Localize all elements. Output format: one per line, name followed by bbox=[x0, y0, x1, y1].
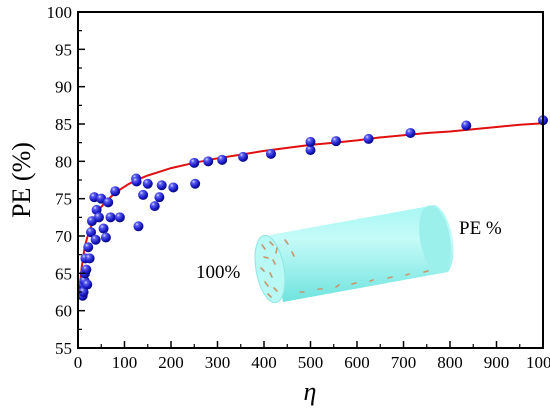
data-point bbox=[98, 223, 109, 234]
x-tick-label: 800 bbox=[437, 353, 463, 372]
y-tick-label: 100 bbox=[47, 3, 73, 22]
data-point bbox=[168, 182, 179, 193]
data-point bbox=[203, 156, 214, 167]
data-point bbox=[83, 242, 94, 253]
y-tick-label: 95 bbox=[55, 40, 72, 59]
inset-label-right: PE % bbox=[459, 218, 502, 239]
x-tick-label: 200 bbox=[158, 353, 184, 372]
data-point bbox=[217, 154, 228, 165]
data-point bbox=[105, 212, 116, 223]
data-point bbox=[154, 192, 165, 203]
x-tick-label: 0 bbox=[74, 353, 83, 372]
data-point bbox=[305, 136, 316, 147]
y-tick-label: 85 bbox=[55, 115, 72, 134]
data-point bbox=[149, 201, 160, 212]
y-tick-label: 75 bbox=[55, 190, 72, 209]
cylinder-illustration: 100% PE % bbox=[196, 205, 502, 304]
data-point bbox=[156, 180, 167, 191]
x-tick-label: 500 bbox=[298, 353, 324, 372]
y-tick-label: 80 bbox=[55, 152, 72, 171]
x-tick-label: 100 bbox=[112, 353, 138, 372]
data-point bbox=[84, 253, 95, 264]
y-tick-label: 60 bbox=[55, 302, 72, 321]
y-axis-title: PE (%) bbox=[7, 142, 36, 218]
x-tick-label: 600 bbox=[344, 353, 370, 372]
y-tick-label: 90 bbox=[55, 78, 72, 97]
data-point bbox=[305, 145, 316, 156]
data-point bbox=[133, 221, 144, 232]
inset-label-left: 100% bbox=[196, 262, 241, 283]
data-point bbox=[78, 287, 89, 297]
y-tick-label: 65 bbox=[55, 264, 72, 283]
particles bbox=[260, 239, 429, 298]
data-point bbox=[103, 197, 114, 208]
x-tick-label: 300 bbox=[205, 353, 231, 372]
data-point bbox=[86, 227, 97, 238]
x-tick-label: 900 bbox=[484, 353, 510, 372]
data-point bbox=[331, 136, 342, 147]
data-point bbox=[405, 127, 416, 138]
data-point bbox=[114, 212, 125, 223]
data-point bbox=[100, 232, 111, 243]
data-point bbox=[138, 189, 149, 200]
x-axis-title: η bbox=[304, 377, 317, 406]
x-tick-label: 400 bbox=[251, 353, 277, 372]
data-point bbox=[190, 178, 201, 189]
data-point bbox=[82, 279, 93, 290]
y-tick-label: 70 bbox=[55, 227, 72, 246]
x-tick-label: 1000 bbox=[526, 353, 550, 372]
data-point bbox=[189, 157, 200, 168]
data-point bbox=[461, 120, 472, 131]
data-point bbox=[110, 186, 121, 197]
data-point bbox=[265, 148, 276, 159]
data-point bbox=[93, 212, 104, 223]
data-point bbox=[90, 234, 101, 245]
data-point bbox=[81, 264, 92, 275]
axes: 0 100 200 300 400 500 600 700 800 900 1000 55 60 65 70… bbox=[47, 3, 550, 372]
data-point bbox=[238, 151, 249, 162]
data-point bbox=[131, 176, 142, 187]
plot-layer bbox=[77, 115, 548, 301]
data-point bbox=[363, 133, 374, 144]
data-point bbox=[142, 178, 153, 189]
x-tick-label: 700 bbox=[391, 353, 417, 372]
y-tick-label: 55 bbox=[55, 339, 72, 358]
